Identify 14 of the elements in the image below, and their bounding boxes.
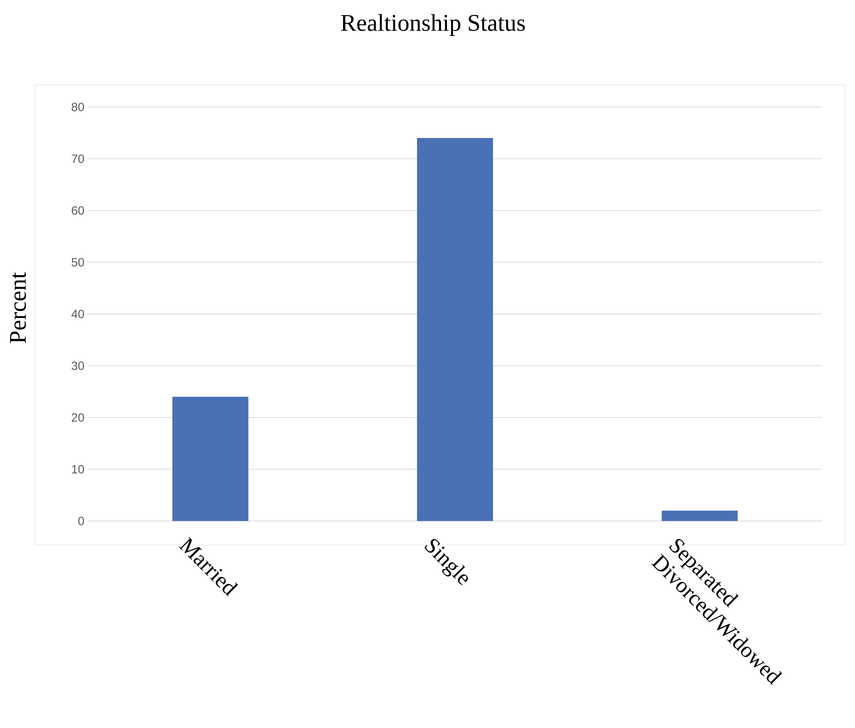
y-tick-label: 10 [72, 465, 84, 474]
y-tick-label: 60 [72, 206, 84, 215]
y-tick-label: 70 [72, 154, 84, 163]
bar [172, 396, 248, 521]
y-tick-label: 20 [72, 413, 84, 422]
chart-title: Realtionship Status [341, 14, 525, 36]
bar [417, 138, 494, 521]
bar [662, 510, 738, 521]
y-tick-label: 30 [72, 362, 84, 370]
y-tick-label: 0 [78, 516, 84, 526]
y-tick-label: 50 [72, 258, 84, 266]
y-tick-label: 40 [71, 310, 84, 318]
y-tick-label: 80 [72, 102, 84, 112]
y-axis-title: Percent [10, 272, 26, 344]
